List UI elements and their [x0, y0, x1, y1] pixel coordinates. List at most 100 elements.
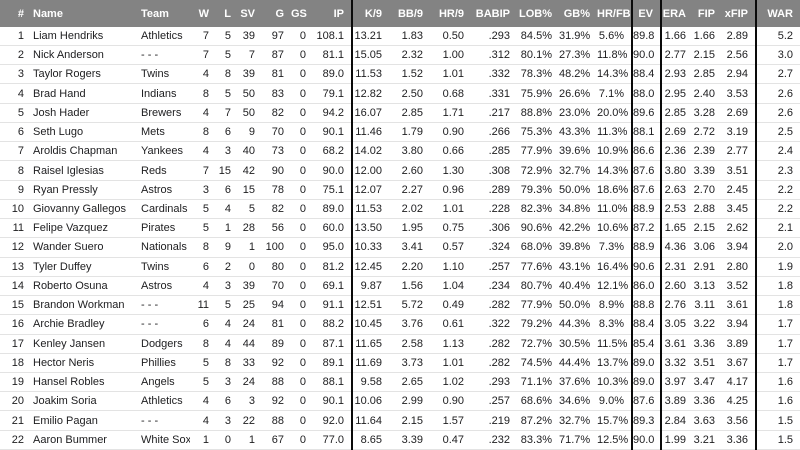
- column-header-xfip[interactable]: xFIP: [722, 0, 757, 27]
- column-header-babip[interactable]: BABIP: [471, 0, 517, 27]
- column-header-sv[interactable]: SV: [238, 0, 262, 27]
- table-row: 14 Roberto Osuna Astros 4 3 39 70 0 69.1 9.87 1.56…: [0, 276, 800, 297]
- cell-team[interactable]: White Sox: [136, 430, 190, 450]
- cell-name[interactable]: Brad Hand: [28, 83, 136, 104]
- cell-team[interactable]: Phillies: [136, 353, 190, 373]
- column-header-g[interactable]: G: [262, 0, 291, 27]
- cell-name[interactable]: Aaron Bummer: [28, 430, 136, 450]
- cell-team[interactable]: Mets: [136, 122, 190, 143]
- cell-team[interactable]: Astros: [136, 276, 190, 297]
- cell-name[interactable]: Archie Bradley: [28, 314, 136, 335]
- table-row: 11 Felipe Vazquez Pirates 5 1 28 56 0 60.0 13.50 1…: [0, 218, 800, 239]
- cell-rank: 12: [0, 237, 28, 258]
- column-header-lob[interactable]: LOB%: [517, 0, 559, 27]
- cell-hr9: 0.68: [430, 83, 471, 104]
- cell-team[interactable]: - - -: [136, 314, 190, 335]
- column-header-fip[interactable]: FIP: [693, 0, 722, 27]
- cell-team[interactable]: Reds: [136, 160, 190, 181]
- cell-team[interactable]: Dodgers: [136, 334, 190, 354]
- cell-babip: .219: [471, 410, 517, 431]
- cell-name[interactable]: Wander Suero: [28, 237, 136, 258]
- cell-era: 2.77: [661, 45, 693, 66]
- column-header-bb9[interactable]: BB/9: [389, 0, 430, 27]
- column-header-w[interactable]: W: [190, 0, 216, 27]
- cell-team[interactable]: Pirates: [136, 218, 190, 239]
- cell-team[interactable]: Yankees: [136, 141, 190, 162]
- cell-g: 70: [262, 276, 291, 297]
- cell-name[interactable]: Josh Hader: [28, 103, 136, 123]
- cell-name[interactable]: Liam Hendriks: [28, 27, 136, 46]
- column-header-k9[interactable]: K/9: [352, 0, 389, 27]
- cell-ev: 86.0: [632, 276, 662, 297]
- cell-team[interactable]: - - -: [136, 295, 190, 316]
- cell-gb: 50.0%: [559, 295, 597, 316]
- column-header-gs[interactable]: GS: [291, 0, 313, 27]
- cell-war: 2.2: [756, 180, 800, 200]
- cell-l: 5: [216, 83, 238, 104]
- column-header-team[interactable]: Team: [136, 0, 190, 27]
- cell-team[interactable]: Athletics: [136, 391, 190, 412]
- cell-team[interactable]: - - -: [136, 410, 190, 431]
- cell-team[interactable]: Nationals: [136, 237, 190, 258]
- cell-name[interactable]: Seth Lugo: [28, 122, 136, 143]
- cell-sv: 40: [238, 141, 262, 162]
- cell-name[interactable]: Emilio Pagan: [28, 410, 136, 431]
- cell-babip: .331: [471, 83, 517, 104]
- cell-team[interactable]: Brewers: [136, 103, 190, 123]
- cell-name[interactable]: Hector Neris: [28, 353, 136, 373]
- cell-name[interactable]: Hansel Robles: [28, 372, 136, 393]
- table-row: 4 Brad Hand Indians 8 5 50 83 0 79.1 12.82 2.50 0.6…: [0, 83, 800, 104]
- cell-team[interactable]: Twins: [136, 257, 190, 277]
- cell-bb9: 1.95: [389, 218, 430, 239]
- cell-ev: 90.0: [632, 430, 662, 450]
- cell-fip: 3.28: [693, 103, 722, 123]
- cell-team[interactable]: Twins: [136, 64, 190, 85]
- column-header-hrfb[interactable]: HR/FB: [597, 0, 633, 27]
- cell-hr9: 1.01: [430, 353, 471, 373]
- cell-name[interactable]: Brandon Workman: [28, 295, 136, 316]
- cell-w: 7: [190, 160, 216, 181]
- cell-name[interactable]: Kenley Jansen: [28, 334, 136, 354]
- cell-k9: 8.65: [352, 430, 389, 450]
- cell-gs: 0: [291, 314, 313, 335]
- cell-rank: 10: [0, 199, 28, 220]
- cell-team[interactable]: Astros: [136, 180, 190, 200]
- cell-team[interactable]: Angels: [136, 372, 190, 393]
- cell-team[interactable]: Athletics: [136, 27, 190, 46]
- cell-name[interactable]: Raisel Iglesias: [28, 160, 136, 181]
- cell-team[interactable]: - - -: [136, 45, 190, 66]
- cell-name[interactable]: Ryan Pressly: [28, 180, 136, 200]
- cell-bb9: 2.65: [389, 372, 430, 393]
- column-header-gb[interactable]: GB%: [559, 0, 597, 27]
- cell-gs: 0: [291, 237, 313, 258]
- cell-ev: 90.6: [632, 257, 662, 277]
- column-header-rank[interactable]: #: [0, 0, 28, 27]
- cell-sv: 42: [238, 160, 262, 181]
- cell-team[interactable]: Cardinals: [136, 199, 190, 220]
- cell-war: 2.4: [756, 141, 800, 162]
- cell-g: 100: [262, 237, 291, 258]
- column-header-ip[interactable]: IP: [313, 0, 353, 27]
- cell-name[interactable]: Tyler Duffey: [28, 257, 136, 277]
- cell-babip: .332: [471, 64, 517, 85]
- cell-name[interactable]: Taylor Rogers: [28, 64, 136, 85]
- cell-name[interactable]: Felipe Vazquez: [28, 218, 136, 239]
- cell-lob: 83.3%: [517, 430, 559, 450]
- cell-team[interactable]: Indians: [136, 83, 190, 104]
- cell-era: 3.61: [661, 334, 693, 354]
- column-header-ev[interactable]: EV: [632, 0, 662, 27]
- cell-name[interactable]: Giovanny Gallegos: [28, 199, 136, 220]
- column-header-name[interactable]: Name: [28, 0, 136, 27]
- column-header-era[interactable]: ERA: [661, 0, 693, 27]
- cell-name[interactable]: Roberto Osuna: [28, 276, 136, 297]
- cell-gb: 48.2%: [559, 64, 597, 85]
- cell-hrfb: 10.6%: [597, 218, 633, 239]
- column-header-hr9[interactable]: HR/9: [430, 0, 471, 27]
- column-header-war[interactable]: WAR: [756, 0, 800, 27]
- column-header-l[interactable]: L: [216, 0, 238, 27]
- cell-name[interactable]: Aroldis Chapman: [28, 141, 136, 162]
- cell-name[interactable]: Joakim Soria: [28, 391, 136, 412]
- cell-name[interactable]: Nick Anderson: [28, 45, 136, 66]
- cell-sv: 1: [238, 237, 262, 258]
- cell-w: 4: [190, 391, 216, 412]
